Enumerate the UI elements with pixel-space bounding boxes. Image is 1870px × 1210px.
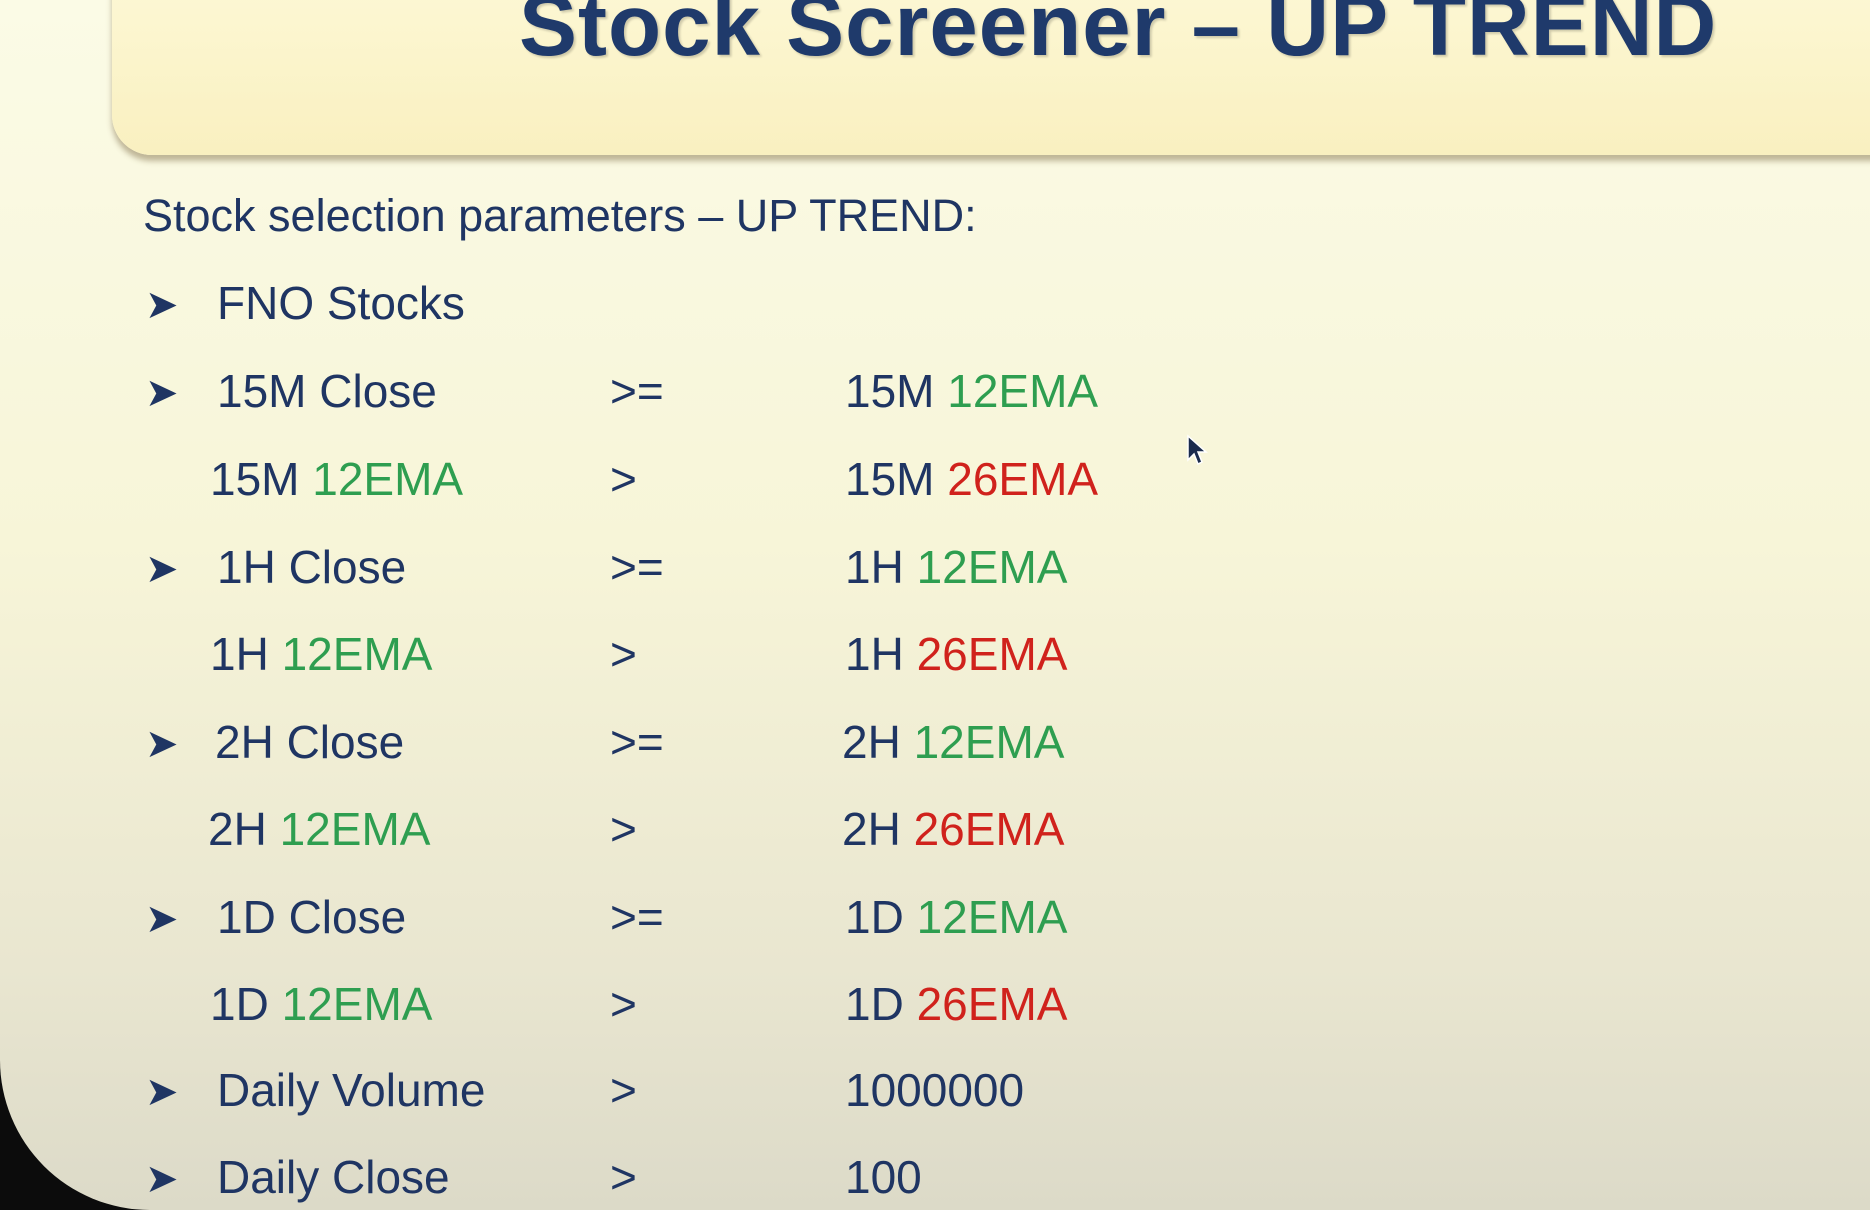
criteria-right: 15M 12EMA bbox=[845, 364, 1098, 418]
criteria-operator: > bbox=[610, 628, 637, 680]
ema-label: 26EMA bbox=[913, 803, 1065, 855]
ema-label: 12EMA bbox=[312, 453, 464, 505]
ema-label: 12EMA bbox=[913, 716, 1065, 768]
criteria-left: Daily Close bbox=[217, 1151, 450, 1203]
arrow-bullet-icon: ➤ bbox=[145, 722, 179, 766]
criteria-row: 1D 12EMA > 1D 26EMA bbox=[0, 977, 1200, 1037]
criteria-row: ➤ 1H Close >= 1H 12EMA bbox=[0, 540, 1200, 600]
slide-title: Stock Screener – UP TREND bbox=[519, 0, 1718, 74]
title-banner: Stock Screener – UP TREND bbox=[112, 0, 1870, 155]
criteria-operator: > bbox=[610, 1151, 637, 1203]
ema-label: 26EMA bbox=[947, 453, 1099, 505]
timeframe: 15M bbox=[210, 453, 300, 505]
criteria-operator: >= bbox=[610, 541, 664, 593]
criteria-left: 1H Close bbox=[217, 541, 407, 593]
ema-label: 12EMA bbox=[947, 365, 1099, 417]
ema-label: 26EMA bbox=[916, 628, 1068, 680]
timeframe: 15M bbox=[845, 453, 935, 505]
arrow-bullet-icon: ➤ bbox=[145, 371, 179, 415]
timeframe: 2H bbox=[842, 803, 901, 855]
criteria-row: ➤ Daily Volume > 1000000 bbox=[0, 1063, 1200, 1123]
criteria-right: 1000000 bbox=[845, 1064, 1025, 1116]
ema-label: 26EMA bbox=[916, 978, 1068, 1030]
criteria-left: 2H 12EMA bbox=[208, 802, 430, 856]
subtitle: Stock selection parameters – UP TREND: bbox=[143, 190, 977, 241]
criteria-left: 1D 12EMA bbox=[210, 977, 432, 1031]
timeframe: 15M bbox=[845, 365, 935, 417]
mouse-pointer-icon bbox=[1187, 434, 1208, 466]
criteria-left: FNO Stocks bbox=[217, 277, 465, 329]
criteria-operator: > bbox=[610, 803, 637, 855]
criteria-right: 1H 26EMA bbox=[845, 627, 1067, 681]
arrow-bullet-icon: ➤ bbox=[145, 1157, 179, 1201]
timeframe: 1D bbox=[845, 891, 904, 943]
timeframe: 1H bbox=[210, 628, 269, 680]
criteria-left: 1D Close bbox=[217, 891, 407, 943]
criteria-operator: > bbox=[610, 453, 637, 505]
criteria-operator: >= bbox=[610, 716, 664, 768]
arrow-bullet-icon: ➤ bbox=[145, 897, 179, 941]
ema-label: 12EMA bbox=[281, 978, 433, 1030]
criteria-left: 2H Close bbox=[215, 716, 405, 768]
criteria-right: 1D 26EMA bbox=[845, 977, 1067, 1031]
criteria-row: 2H 12EMA > 2H 26EMA bbox=[0, 802, 1200, 862]
arrow-bullet-icon: ➤ bbox=[145, 1070, 179, 1114]
ema-label: 12EMA bbox=[916, 891, 1068, 943]
criteria-right: 15M 26EMA bbox=[845, 452, 1098, 506]
criteria-operator: >= bbox=[610, 891, 664, 943]
criteria-right: 1H 12EMA bbox=[845, 540, 1067, 594]
criteria-operator: > bbox=[610, 1064, 637, 1116]
timeframe: 1D bbox=[210, 978, 269, 1030]
timeframe: 1H bbox=[845, 628, 904, 680]
criteria-row: 15M 12EMA > 15M 26EMA bbox=[0, 452, 1200, 512]
criteria-right: 2H 26EMA bbox=[842, 802, 1064, 856]
criteria-row: ➤ 2H Close >= 2H 12EMA bbox=[0, 715, 1200, 775]
criteria-left: 15M Close bbox=[217, 365, 437, 417]
arrow-bullet-icon: ➤ bbox=[145, 283, 179, 327]
criteria-row: ➤ 15M Close >= 15M 12EMA bbox=[0, 364, 1200, 424]
criteria-operator: > bbox=[610, 978, 637, 1030]
ema-label: 12EMA bbox=[281, 628, 433, 680]
criteria-row: ➤ 1D Close >= 1D 12EMA bbox=[0, 890, 1200, 950]
ema-label: 12EMA bbox=[916, 541, 1068, 593]
criteria-left: 1H 12EMA bbox=[210, 627, 432, 681]
criteria-right: 1D 12EMA bbox=[845, 890, 1067, 944]
criteria-left: Daily Volume bbox=[217, 1064, 486, 1116]
criteria-right: 2H 12EMA bbox=[842, 715, 1064, 769]
criteria-row: 1H 12EMA > 1H 26EMA bbox=[0, 627, 1200, 687]
criteria-row: ➤ Daily Close > 100 bbox=[0, 1150, 1200, 1210]
timeframe: 1D bbox=[845, 978, 904, 1030]
criteria-operator: >= bbox=[610, 365, 664, 417]
criteria-left: 15M 12EMA bbox=[210, 452, 463, 506]
timeframe: 1H bbox=[845, 541, 904, 593]
criteria-row: ➤ FNO Stocks bbox=[0, 276, 1200, 336]
ema-label: 12EMA bbox=[279, 803, 431, 855]
criteria-right: 100 bbox=[845, 1151, 922, 1203]
timeframe: 2H bbox=[208, 803, 267, 855]
arrow-bullet-icon: ➤ bbox=[145, 547, 179, 591]
timeframe: 2H bbox=[842, 716, 901, 768]
